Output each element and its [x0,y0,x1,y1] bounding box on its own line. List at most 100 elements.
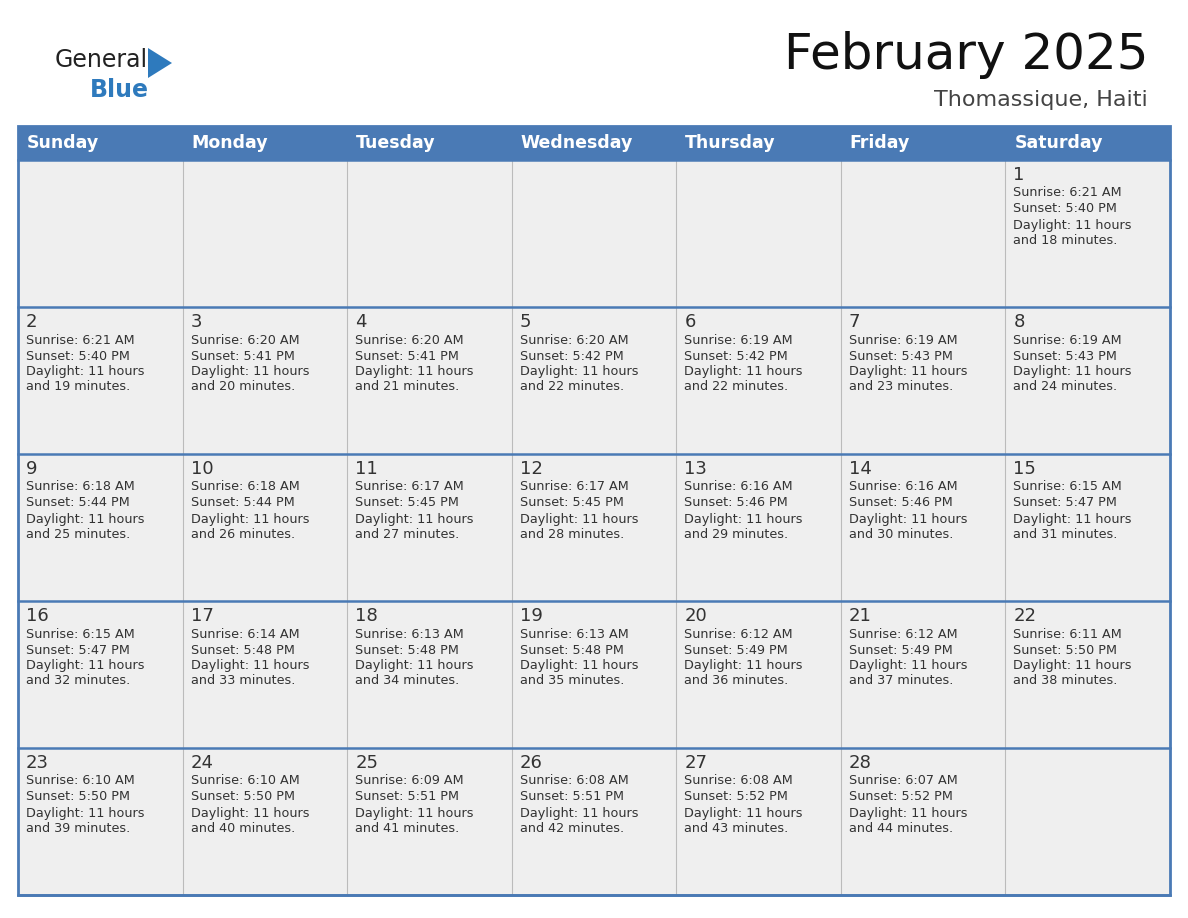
Text: and 19 minutes.: and 19 minutes. [26,380,131,394]
Text: and 38 minutes.: and 38 minutes. [1013,675,1118,688]
Text: Sunset: 5:47 PM: Sunset: 5:47 PM [1013,497,1117,509]
Text: 10: 10 [190,460,213,478]
Text: Sunrise: 6:19 AM: Sunrise: 6:19 AM [849,333,958,346]
Text: Sunset: 5:52 PM: Sunset: 5:52 PM [684,790,788,803]
Text: Wednesday: Wednesday [520,134,633,152]
Text: Sunrise: 6:12 AM: Sunrise: 6:12 AM [849,628,958,641]
Text: Sunset: 5:51 PM: Sunset: 5:51 PM [519,790,624,803]
Text: Sunset: 5:45 PM: Sunset: 5:45 PM [355,497,459,509]
Text: Thomassique, Haiti: Thomassique, Haiti [934,90,1148,110]
Text: 21: 21 [849,607,872,625]
Text: 9: 9 [26,460,38,478]
Text: Sunset: 5:46 PM: Sunset: 5:46 PM [684,497,788,509]
Text: Sunrise: 6:17 AM: Sunrise: 6:17 AM [519,480,628,494]
Bar [676,126,841,160]
Text: 26: 26 [519,754,543,772]
Text: Sunrise: 6:16 AM: Sunrise: 6:16 AM [684,480,792,494]
Polygon shape [148,48,172,78]
Text: Sunday: Sunday [27,134,100,152]
Text: and 30 minutes.: and 30 minutes. [849,528,953,541]
Text: Daylight: 11 hours: Daylight: 11 hours [26,512,145,525]
Text: Sunset: 5:50 PM: Sunset: 5:50 PM [190,790,295,803]
Text: and 34 minutes.: and 34 minutes. [355,675,460,688]
Text: Sunset: 5:46 PM: Sunset: 5:46 PM [849,497,953,509]
Text: Sunrise: 6:21 AM: Sunrise: 6:21 AM [26,333,134,346]
Bar [183,126,347,160]
Bar [18,160,1170,895]
Text: Sunset: 5:45 PM: Sunset: 5:45 PM [519,497,624,509]
Text: Sunrise: 6:10 AM: Sunrise: 6:10 AM [190,775,299,788]
Text: Daylight: 11 hours: Daylight: 11 hours [26,807,145,820]
Text: Sunset: 5:48 PM: Sunset: 5:48 PM [355,644,459,656]
Bar [1005,126,1170,160]
Text: Daylight: 11 hours: Daylight: 11 hours [849,659,967,673]
Text: Sunset: 5:41 PM: Sunset: 5:41 PM [355,350,459,363]
Text: and 33 minutes.: and 33 minutes. [190,675,295,688]
Text: Sunset: 5:51 PM: Sunset: 5:51 PM [355,790,459,803]
Text: Daylight: 11 hours: Daylight: 11 hours [684,512,803,525]
Text: and 44 minutes.: and 44 minutes. [849,822,953,834]
Text: Daylight: 11 hours: Daylight: 11 hours [1013,512,1132,525]
Text: February 2025: February 2025 [784,31,1148,79]
Text: and 22 minutes.: and 22 minutes. [684,380,789,394]
Text: Daylight: 11 hours: Daylight: 11 hours [519,659,638,673]
Text: and 32 minutes.: and 32 minutes. [26,675,131,688]
Text: Sunset: 5:40 PM: Sunset: 5:40 PM [26,350,129,363]
Text: Daylight: 11 hours: Daylight: 11 hours [1013,218,1132,231]
Text: Sunset: 5:48 PM: Sunset: 5:48 PM [519,644,624,656]
Text: 11: 11 [355,460,378,478]
Text: 13: 13 [684,460,707,478]
Bar [841,126,1005,160]
Text: and 31 minutes.: and 31 minutes. [1013,528,1118,541]
Text: Tuesday: Tuesday [356,134,436,152]
Text: Sunrise: 6:11 AM: Sunrise: 6:11 AM [1013,628,1123,641]
Text: and 22 minutes.: and 22 minutes. [519,380,624,394]
Text: Sunset: 5:42 PM: Sunset: 5:42 PM [519,350,624,363]
Text: Sunrise: 6:20 AM: Sunrise: 6:20 AM [355,333,463,346]
Text: and 18 minutes.: and 18 minutes. [1013,233,1118,247]
Text: Sunset: 5:50 PM: Sunset: 5:50 PM [26,790,129,803]
Text: and 23 minutes.: and 23 minutes. [849,380,953,394]
Text: 18: 18 [355,607,378,625]
Text: 23: 23 [26,754,49,772]
Text: Blue: Blue [90,78,148,102]
Bar [18,126,1170,895]
Text: Daylight: 11 hours: Daylight: 11 hours [1013,365,1132,378]
Text: Thursday: Thursday [685,134,776,152]
Text: Sunrise: 6:08 AM: Sunrise: 6:08 AM [519,775,628,788]
Text: Daylight: 11 hours: Daylight: 11 hours [355,659,474,673]
Text: Daylight: 11 hours: Daylight: 11 hours [684,807,803,820]
Text: Sunset: 5:50 PM: Sunset: 5:50 PM [1013,644,1118,656]
Text: Sunrise: 6:09 AM: Sunrise: 6:09 AM [355,775,463,788]
Text: and 37 minutes.: and 37 minutes. [849,675,953,688]
Text: and 28 minutes.: and 28 minutes. [519,528,624,541]
Bar [512,126,676,160]
Text: Sunrise: 6:18 AM: Sunrise: 6:18 AM [26,480,134,494]
Text: Sunset: 5:42 PM: Sunset: 5:42 PM [684,350,788,363]
Text: Daylight: 11 hours: Daylight: 11 hours [849,512,967,525]
Text: and 26 minutes.: and 26 minutes. [190,528,295,541]
Text: Sunset: 5:43 PM: Sunset: 5:43 PM [849,350,953,363]
Text: Daylight: 11 hours: Daylight: 11 hours [849,365,967,378]
Text: Daylight: 11 hours: Daylight: 11 hours [684,659,803,673]
Text: 6: 6 [684,313,696,331]
Text: Daylight: 11 hours: Daylight: 11 hours [26,365,145,378]
Text: and 29 minutes.: and 29 minutes. [684,528,789,541]
Text: Daylight: 11 hours: Daylight: 11 hours [190,807,309,820]
Text: and 24 minutes.: and 24 minutes. [1013,380,1118,394]
Text: Sunset: 5:44 PM: Sunset: 5:44 PM [190,497,295,509]
Text: Daylight: 11 hours: Daylight: 11 hours [190,365,309,378]
Text: Sunrise: 6:17 AM: Sunrise: 6:17 AM [355,480,463,494]
Text: 19: 19 [519,607,543,625]
Text: Sunset: 5:48 PM: Sunset: 5:48 PM [190,644,295,656]
Text: 5: 5 [519,313,531,331]
Text: 22: 22 [1013,607,1036,625]
Text: 25: 25 [355,754,378,772]
Bar [18,126,183,160]
Text: 24: 24 [190,754,214,772]
Text: Sunset: 5:43 PM: Sunset: 5:43 PM [1013,350,1117,363]
Text: Sunset: 5:47 PM: Sunset: 5:47 PM [26,644,129,656]
Text: Sunrise: 6:19 AM: Sunrise: 6:19 AM [1013,333,1121,346]
Text: Sunrise: 6:15 AM: Sunrise: 6:15 AM [26,628,134,641]
Text: and 20 minutes.: and 20 minutes. [190,380,295,394]
